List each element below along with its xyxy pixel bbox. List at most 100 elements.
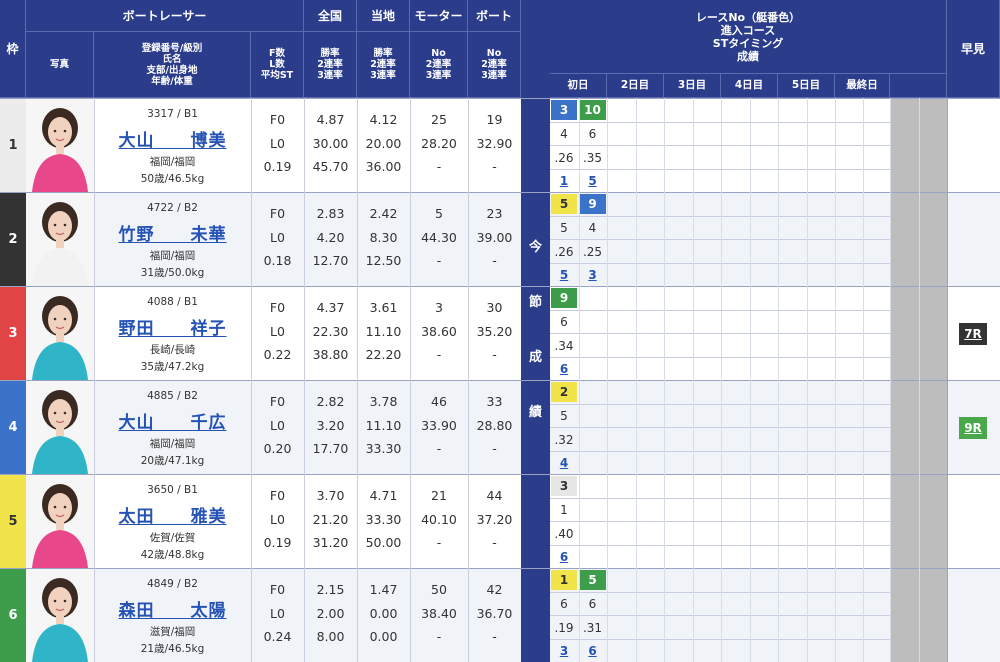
racer-name-link[interactable]: 竹野 未華 [118,225,227,245]
racer-fl: 0.20 [263,441,292,456]
racer-reg: 3650 / B1 [147,484,198,496]
racer-boat-stat: - [492,347,497,362]
header-touchi-sub: 勝率 2連率 3連率 [357,32,410,98]
racer-info: 3317 / B1 大山 博美 福岡/福岡 50歳/46.5kg [94,98,251,192]
racer-name-link[interactable]: 大山 千広 [118,413,227,433]
header-photo: 写真 [26,32,94,98]
header-day: 初日 [550,74,607,98]
racer-motor-stat: 3 [435,300,443,315]
racer-name-link[interactable]: 野田 祥子 [118,319,227,339]
grid-line [550,356,890,358]
hayami-cell [947,474,1000,568]
racer-fl: 0.18 [263,253,292,268]
racer-photo [26,568,94,662]
race-st: .26 [554,244,574,259]
race-course: 6 [560,314,568,329]
col-divider [357,98,358,662]
grid-col-divider [778,98,779,662]
race-result-link[interactable]: 5 [559,267,569,282]
racer-fl: F0 [269,394,286,409]
racer-row [26,192,521,286]
racer-name-link[interactable]: 太田 雅美 [118,507,227,527]
race-result-link[interactable]: 1 [559,173,569,188]
row-divider [0,380,1000,381]
racer-name-link[interactable]: 大山 博美 [118,131,227,151]
race-result-link[interactable]: 5 [588,173,597,188]
header-boatracer: ボートレーサー [26,0,304,32]
racer-boat-stat: 28.80 [476,417,513,433]
racer-fl: L0 [270,323,285,339]
racer-motor-stat: - [436,347,442,362]
grid-col-divider [692,98,694,662]
racer-zenkoku-stat: 45.70 [312,159,349,174]
racer-info: 4849 / B2 森田 太陽 滋賀/福岡 21歳/46.5kg [94,568,251,662]
header-zenkoku-sub-line: 2連率 [317,59,343,70]
racer-touchi-stat: 1.47 [369,582,398,597]
grid-line [550,450,890,452]
racer-name-link[interactable]: 森田 太陽 [118,601,227,621]
racer-origin: 佐賀/佐賀 [149,532,196,544]
racer-touchi-stat: 3.61 [369,300,398,315]
race-result-link[interactable]: 6 [559,549,569,564]
frame-number: 6 [0,568,26,662]
racer-boat-stat: 35.20 [476,323,513,339]
racer-zenkoku-stat: 4.37 [316,300,345,315]
header-boat-sub-line: No [486,48,502,59]
header-touchi-sub-line: 2連率 [370,59,396,70]
grid-line [550,121,890,123]
row-divider [0,568,1000,569]
racer-info: 4885 / B2 大山 千広 福岡/福岡 20歳/47.1kg [94,380,251,474]
header-race-info-line: STタイミング [712,36,784,50]
racer-boat-stat: 42 [486,582,503,597]
grid-col-divider [890,98,891,662]
race-result-link[interactable]: 6 [588,643,597,658]
grid-line [550,168,890,170]
race-number-badge: 10 [579,100,606,120]
racer-row [26,98,521,192]
race-result-link[interactable]: 3 [559,643,569,658]
race-result: 3 [550,639,578,662]
racer-touchi-stat: 33.30 [365,511,402,527]
header-zenkoku-sub-line: 勝率 [320,48,340,59]
racer-fl: L0 [270,135,285,151]
racer-zenkoku-stat: 12.70 [312,253,349,268]
race-result-link[interactable]: 3 [588,267,597,282]
row-divider [0,192,1000,193]
racer-motor-stat: 38.60 [421,323,457,339]
racer-boat-stat: 19 [486,112,503,127]
header-zenkoku-sub: 勝率 2連率 3連率 [304,32,357,98]
racer-info: 4722 / B2 竹野 未華 福岡/福岡 31歳/50.0kg [94,192,251,286]
racer-fl: F0 [269,488,286,503]
racer-boat-stat: 44 [486,488,503,503]
racer-origin: 長崎/長崎 [149,344,196,356]
racer-fl: 0.19 [263,535,292,550]
racer-boat-stat: 23 [486,206,503,221]
hayami-race-button[interactable]: 7R [959,323,987,345]
racer-motor-stat: 5 [435,206,443,221]
racer-motor-stat: 28.20 [421,135,457,151]
header-motor-sub-line: 2連率 [425,59,452,70]
race-course: 6 [588,596,597,611]
race-course: 5 [560,220,568,235]
grid-col-divider [806,98,808,662]
race-course: 4 [560,126,568,141]
race-result: 6 [550,357,578,380]
header-racer-info: 登録番号/級別 氏名 支部/出身地 年齢/体重 [94,32,251,98]
racer-touchi-stat: 3.78 [369,394,398,409]
race-result: 6 [550,545,578,568]
race-course: 6 [588,126,597,141]
racer-touchi-stat: 12.50 [365,253,402,268]
race-number-badge: 5 [551,194,577,214]
grid-col-divider [749,98,751,662]
racer-info: 4088 / B1 野田 祥子 長崎/長崎 35歳/47.2kg [94,286,251,380]
race-st: .26 [554,150,574,165]
grid-line [550,333,890,334]
race-result-link[interactable]: 4 [559,455,569,470]
hayami-race-button[interactable]: 9R [959,417,987,439]
racer-touchi-stat: 0.00 [369,629,398,644]
race-result: 3 [579,263,607,286]
racer-motor-stat: - [436,159,442,174]
racer-age-weight: 20歳/47.1kg [140,455,205,467]
racer-motor-stat: 33.90 [421,417,457,433]
race-result-link[interactable]: 6 [559,361,569,376]
